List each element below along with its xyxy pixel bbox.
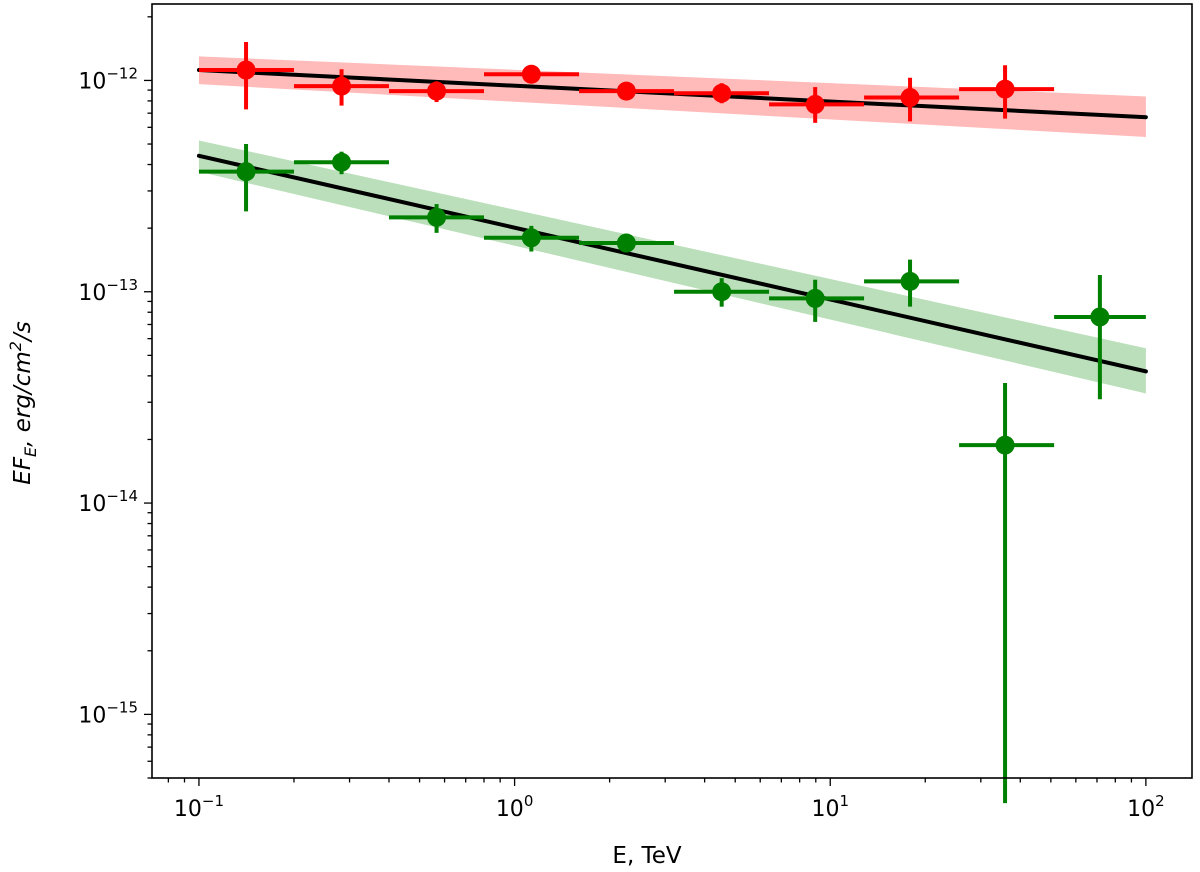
red-point-8 [864, 77, 960, 122]
green-point-9 [959, 383, 1055, 804]
fit-lines [196, 68, 1148, 374]
y-tick-label-neg13: 10−13 [78, 276, 138, 306]
red-point-4 [484, 64, 580, 84]
red-marker-1 [236, 60, 256, 80]
red-point-3 [388, 81, 485, 103]
red-marker-6 [712, 83, 732, 103]
green-marker-9 [995, 435, 1015, 455]
plot-frame [151, 3, 1193, 779]
red-point-1 [198, 42, 294, 110]
red-marker-4 [521, 64, 541, 84]
green-point-6 [674, 278, 770, 307]
red-point-9 [959, 65, 1055, 119]
y-tick-label-neg15: 10−15 [78, 698, 138, 728]
green-band [198, 140, 1146, 394]
x-tick-label-neg1: 10−1 [174, 792, 224, 822]
x-tick-label-1: 101 [811, 792, 849, 822]
green-marker-4 [521, 228, 541, 248]
red-point-6 [674, 83, 770, 104]
y-axis-label: EFE, erg/cm2/s [6, 321, 40, 484]
green-marker-8 [900, 271, 920, 291]
green-point-5 [579, 233, 675, 253]
green-marker-6 [712, 282, 732, 302]
green-marker-5 [616, 233, 636, 253]
y-tick-label-neg12: 10−12 [78, 64, 138, 94]
x-tick-label-2: 102 [1127, 792, 1165, 822]
green-marker-1 [236, 162, 256, 182]
red-marker-8 [900, 88, 920, 108]
data-points [198, 42, 1146, 804]
green-point-4 [484, 225, 580, 252]
green-marker-2 [332, 152, 352, 172]
y-tick-label-neg14: 10−14 [78, 487, 138, 517]
green-point-7 [769, 279, 865, 322]
green-marker-3 [427, 207, 447, 227]
green-point-1 [198, 144, 294, 212]
red-marker-9 [995, 79, 1015, 99]
red-marker-5 [616, 81, 636, 101]
green-point-8 [864, 259, 960, 307]
x-tick-label-0: 100 [496, 792, 534, 822]
green-point-3 [388, 204, 485, 233]
red-marker-2 [332, 76, 352, 96]
red-marker-3 [427, 81, 447, 101]
green-fit-line [196, 153, 1148, 374]
green-marker-7 [805, 288, 825, 308]
x-axis-ticks: 10−1 100 101 102 [167, 778, 1165, 822]
x-axis-label: E, TeV [612, 843, 681, 869]
red-point-5 [579, 81, 675, 101]
green-point-10 [1054, 275, 1146, 400]
green-marker-10 [1090, 307, 1110, 327]
red-fit-line [196, 68, 1148, 120]
y-axis-ticks: 10−15 10−14 10−13 10−12 [78, 16, 152, 779]
red-marker-7 [805, 94, 825, 114]
red-point-7 [769, 87, 865, 123]
red-point-2 [293, 69, 389, 106]
green-point-2 [293, 151, 389, 175]
